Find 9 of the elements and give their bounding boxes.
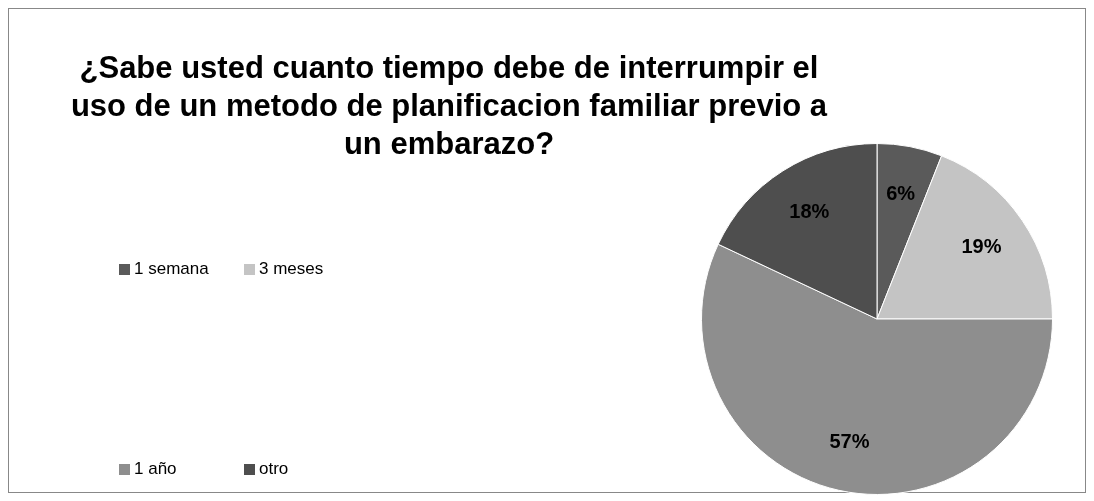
data-label: 18% [789, 199, 830, 222]
chart-title: ¿Sabe usted cuanto tiempo debe de interrumpir el uso de un metodo de planificacion familiar previo a un embarazo? [69, 49, 829, 163]
legend-label: otro [259, 459, 289, 479]
data-label: 57% [829, 429, 870, 452]
legend-label: 3 meses [259, 259, 324, 279]
data-label: 19% [961, 235, 1002, 258]
legend-label: 1 año [134, 459, 177, 479]
data-label: 6% [886, 182, 916, 205]
legend-label: 1 semana [134, 259, 209, 279]
